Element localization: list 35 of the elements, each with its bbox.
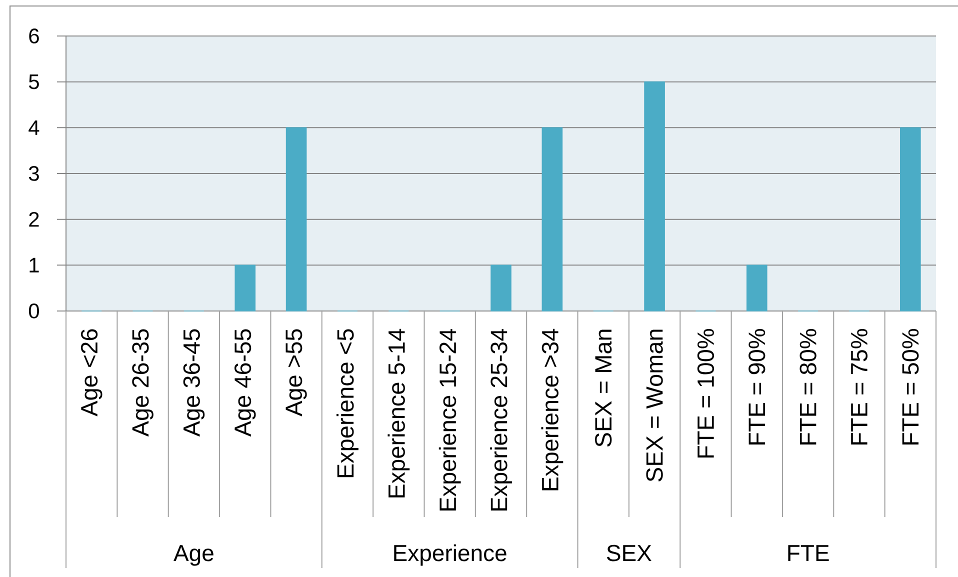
text: Age	[174, 545, 214, 566]
y-tick-label: 2	[29, 212, 39, 227]
x-tick-label: FTE = 90%	[748, 329, 766, 444]
y-tick-label: 6	[29, 28, 39, 44]
x-tick-label: Age <26	[80, 329, 102, 416]
y-tick-label: 3	[28, 166, 39, 181]
y-tick-label: 4	[28, 120, 40, 135]
text: Experience	[394, 544, 506, 566]
x-tick-label: FTE = 50%	[902, 329, 919, 444]
text: FTE	[788, 545, 829, 561]
bar	[234, 264, 256, 312]
x-tick-label: Experience <5	[336, 329, 358, 478]
bar	[286, 127, 307, 312]
x-tick-label: Age >55	[286, 329, 307, 416]
x-tick-label: Age 26-35	[132, 329, 154, 437]
x-tick-label: Age 46-55	[234, 329, 256, 437]
x-tick-label: FTE = 75%	[850, 329, 868, 444]
y-tick-label: 1	[30, 258, 39, 272]
x-tick-label: Experience 5-14	[388, 328, 410, 498]
bar	[900, 127, 921, 312]
x-tick-label: SEX = Man	[595, 330, 612, 447]
text: SEX	[606, 544, 652, 562]
bar	[746, 264, 768, 312]
bar	[490, 264, 512, 312]
y-tick-label: 5	[28, 74, 39, 90]
x-tick-label: SEX = Woman	[646, 330, 663, 482]
x-tick-label: Age 36-45	[183, 329, 205, 437]
x-tick-label: FTE = 100%	[697, 329, 714, 458]
y-tick-label: 0	[28, 304, 39, 318]
bar	[644, 81, 665, 312]
x-tick-label: FTE = 80%	[800, 329, 816, 444]
bar	[542, 127, 563, 312]
x-tick-label: Experience >34	[541, 328, 564, 490]
x-tick-label: Experience 25-34	[490, 328, 512, 510]
x-tick-label: Experience 15-24	[438, 328, 461, 510]
